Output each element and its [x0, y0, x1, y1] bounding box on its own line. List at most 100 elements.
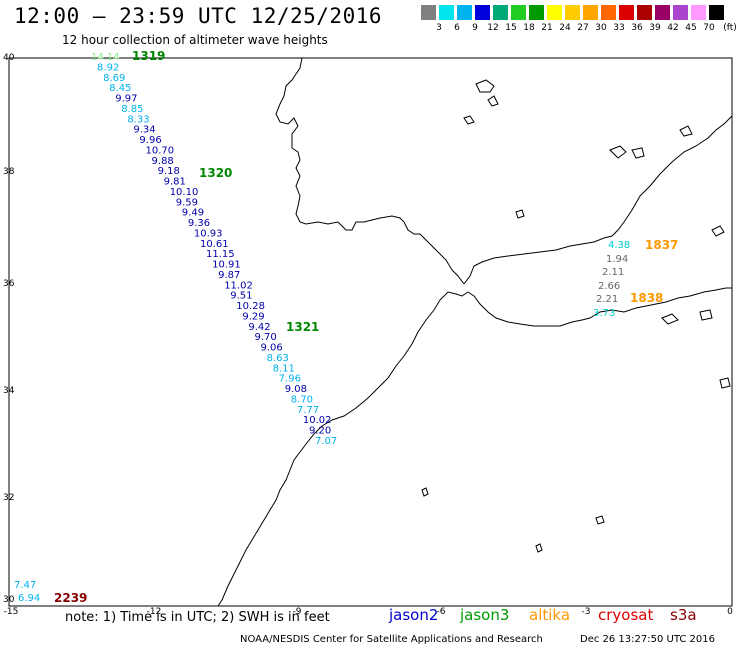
inland-fragment-3 — [609, 145, 627, 159]
track-value: 9.70 — [254, 332, 276, 343]
inland-lake-2 — [487, 95, 499, 107]
med-value: 1.94 — [606, 254, 628, 265]
map-subtitle: 12 hour collection of altimeter wave hei… — [62, 33, 328, 47]
track-value: 7.77 — [297, 405, 319, 416]
scale-label: 24 — [559, 23, 571, 33]
footer-note: note: 1) Time is in UTC; 2) SWH is in fe… — [65, 610, 330, 625]
track-value: 8.33 — [127, 114, 149, 125]
inland-fragment-4 — [631, 147, 645, 159]
scale-label: 12 — [487, 23, 499, 33]
med-value: 2.21 — [596, 294, 618, 305]
scale-swatch — [439, 5, 454, 20]
scale-label: 33 — [613, 23, 625, 33]
scale-label: 36 — [631, 23, 643, 33]
track-value: 9.36 — [188, 218, 210, 229]
scale-label: 27 — [577, 23, 589, 33]
track-value: 9.87 — [218, 270, 240, 281]
track-value: 9.34 — [133, 125, 155, 136]
sw-value: 6.94 — [18, 593, 40, 604]
track-value: 10.28 — [236, 301, 265, 312]
coastlines — [217, 57, 733, 607]
lon-label: -9 — [293, 607, 302, 617]
scale-swatch — [673, 5, 688, 20]
mediterranean-track-values: 4.38 1.94 2.11 2.66 2.21 3.73 — [593, 240, 630, 319]
pass-label: 1838 — [630, 291, 663, 305]
med-value: 3.73 — [593, 308, 615, 319]
med-value: 2.66 — [598, 281, 620, 292]
track-value: 9.51 — [230, 291, 252, 302]
sw-value: 7.47 — [14, 580, 36, 591]
scale-swatch — [655, 5, 670, 20]
scale-swatch — [691, 5, 706, 20]
inland-fragment-10 — [711, 225, 725, 237]
scale-swatch — [511, 5, 526, 20]
track-value: 10.70 — [145, 145, 174, 156]
scale-label: 18 — [523, 23, 535, 33]
scale-label: 3 — [436, 23, 442, 33]
morocco-atlantic-coast — [217, 291, 469, 607]
track-value: 8.69 — [103, 73, 125, 84]
track-value: 10.02 — [303, 415, 332, 426]
scale-swatch — [709, 5, 724, 20]
scale-swatch — [583, 5, 598, 20]
southwest-track-values: 7.47 6.94 — [14, 580, 40, 604]
inland-lake-1 — [475, 79, 495, 93]
scale-label: 15 — [505, 23, 517, 33]
scale-label: 9 — [472, 23, 478, 33]
track-value: 9.96 — [139, 135, 161, 146]
track-value: 9.49 — [182, 208, 204, 219]
map-frame — [8, 57, 733, 607]
lon-label: -3 — [582, 607, 591, 617]
track-value: 8.11 — [273, 363, 295, 374]
track-value: 9.88 — [152, 156, 174, 167]
lat-label: 36 — [3, 279, 15, 289]
inland-fragment-6 — [719, 377, 731, 389]
latitude-labels: 40 38 36 34 32 30 — [3, 53, 15, 605]
track-value: 9.08 — [285, 384, 307, 395]
track-value: 8.70 — [291, 394, 313, 405]
credit-line: NOAA/NESDIS Center for Satellite Applica… — [240, 634, 543, 645]
pass-label: 2239 — [54, 591, 87, 605]
scale-swatch — [619, 5, 634, 20]
inland-fragment-5 — [679, 125, 693, 137]
scale-swatch — [529, 5, 544, 20]
track-value: 11.02 — [224, 280, 253, 291]
scale-label: 70 — [703, 23, 715, 33]
track-value: 9.06 — [261, 343, 283, 354]
med-value: 4.38 — [608, 240, 630, 251]
track-value: 9.29 — [242, 311, 264, 322]
spain-south-coast — [463, 115, 733, 285]
track-value: 14.14 — [91, 52, 120, 63]
lat-label: 34 — [3, 386, 15, 396]
scale-swatch — [601, 5, 616, 20]
track-value: 9.59 — [176, 197, 198, 208]
lat-label: 40 — [3, 53, 15, 63]
scale-label: 6 — [454, 23, 460, 33]
scale-label: 30 — [595, 23, 607, 33]
track-value: 9.81 — [164, 177, 186, 188]
north-africa-med-coast — [467, 287, 732, 327]
lat-label: 38 — [3, 167, 15, 177]
track-value: 7.07 — [315, 436, 337, 447]
scale-swatch — [547, 5, 562, 20]
lon-label: -15 — [4, 607, 19, 617]
scale-swatch — [457, 5, 472, 20]
inland-fragment-7 — [421, 487, 429, 497]
inland-fragment-8 — [595, 515, 605, 525]
inland-fragment-9 — [535, 543, 543, 553]
inland-fragment-1 — [463, 115, 475, 125]
scale-swatch — [565, 5, 580, 20]
pass-label: 1320 — [199, 166, 232, 180]
pass-label: 1319 — [132, 49, 165, 63]
map-title: 12:00 – 23:59 UTC 12/25/2016 — [14, 4, 383, 28]
satellite-altika: altika — [529, 606, 571, 624]
track-value: 9.42 — [248, 322, 270, 333]
track-value: 9.97 — [115, 94, 137, 105]
timestamp: Dec 26 13:27:50 UTC 2016 — [580, 634, 715, 645]
track-value: 8.92 — [97, 62, 119, 73]
scale-label: 45 — [685, 23, 697, 33]
pass-label: 1837 — [645, 238, 678, 252]
scale-swatch — [637, 5, 652, 20]
lat-label: 32 — [3, 493, 14, 503]
